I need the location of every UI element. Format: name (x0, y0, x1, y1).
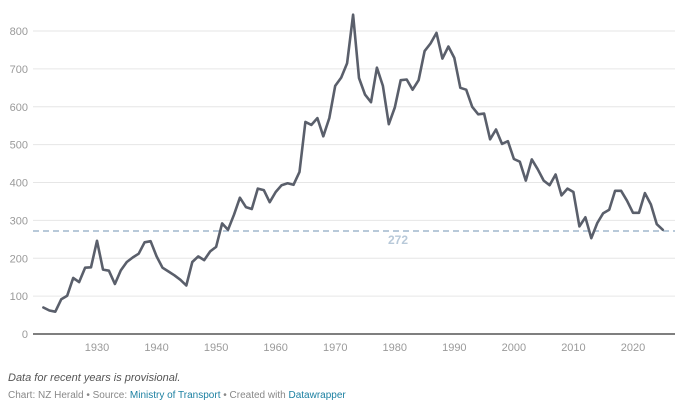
y-tick-label: 500 (10, 140, 28, 152)
x-tick-label: 1990 (442, 342, 466, 354)
source-label: Source: (92, 390, 130, 401)
x-tick-label: 1980 (383, 342, 407, 354)
datawrapper-link[interactable]: Datawrapper (288, 390, 346, 401)
y-tick-label: 100 (10, 291, 28, 303)
x-tick-label: 2020 (621, 342, 645, 354)
x-tick-label: 1960 (263, 342, 287, 354)
x-tick-label: 2000 (502, 342, 526, 354)
y-tick-label: 700 (10, 64, 28, 76)
y-tick-label: 300 (10, 215, 28, 227)
y-tick-label: 600 (10, 102, 28, 114)
reference-line-label: 272 (388, 233, 408, 247)
credit-line: Chart: NZ Herald • Source: Ministry of T… (8, 390, 346, 401)
y-tick-label: 200 (10, 253, 28, 265)
separator: • (83, 390, 93, 401)
created-label: Created with (229, 390, 289, 401)
x-tick-label: 2010 (561, 342, 585, 354)
series-line-road-deaths (42, 13, 665, 314)
provisional-note: Data for recent years is provisional. (8, 372, 181, 384)
chart-by: Chart: NZ Herald (8, 390, 84, 401)
y-tick-label: 800 (10, 26, 28, 38)
x-tick-label: 1930 (85, 342, 109, 354)
separator: • (220, 390, 230, 401)
x-tick-label: 1940 (144, 342, 168, 354)
y-tick-label: 0 (22, 329, 28, 341)
x-tick-label: 1970 (323, 342, 347, 354)
line-chart: 0 100 200 300 400 500 600 700 800 1930 1940 1950 196… (10, 13, 675, 354)
x-tick-label: 1950 (204, 342, 228, 354)
source-link[interactable]: Ministry of Transport (129, 390, 221, 401)
y-tick-label: 400 (10, 178, 28, 190)
